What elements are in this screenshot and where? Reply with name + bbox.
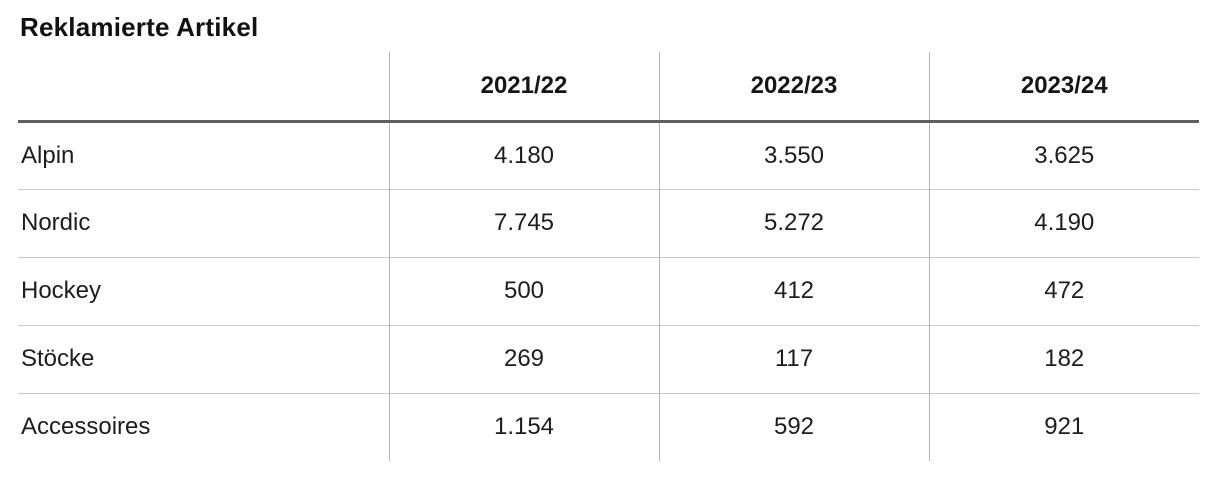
value-cell: 4.180 (388, 121, 659, 189)
value-cell: 500 (388, 257, 659, 325)
value-cell: 3.625 (928, 121, 1199, 189)
value-cell: 4.190 (928, 189, 1199, 257)
column-header-2023-24: 2023/24 (928, 52, 1199, 123)
value-cell: 3.550 (658, 121, 929, 189)
row-label: Alpin (21, 141, 75, 169)
column-header-2022-23: 2022/23 (658, 52, 929, 123)
value-cell: 1.154 (388, 393, 659, 461)
row-label: Accessoires (21, 413, 151, 441)
value-cell: 182 (928, 325, 1199, 393)
value-cell: 921 (928, 393, 1199, 461)
value-cell: 117 (658, 325, 929, 393)
value-cell: 7.745 (388, 189, 659, 257)
value-cell: 472 (928, 257, 1199, 325)
table-row-accessoires: Accessoires 1.154 592 921 (18, 393, 1199, 461)
table-row-alpin: Alpin 4.180 3.550 3.625 (18, 121, 1199, 189)
value-cell: 5.272 (658, 189, 929, 257)
header-row: 2021/22 2022/23 2023/24 (18, 52, 1199, 123)
table-row-hockey: Hockey 500 412 472 (18, 257, 1199, 325)
value-cell: 592 (658, 393, 929, 461)
table-header: 2021/22 2022/23 2023/24 (18, 52, 1199, 123)
value-cell: 412 (658, 257, 929, 325)
row-label: Hockey (21, 277, 102, 304)
page: Reklamierte Artikel 2021/22 2022/23 2023… (18, 12, 1199, 461)
table-row-nordic: Nordic 7.745 5.272 4.190 (18, 189, 1199, 257)
page-title: Reklamierte Artikel (20, 12, 259, 42)
column-header-2021-22: 2021/22 (388, 52, 659, 123)
row-label: Nordic (21, 209, 91, 236)
table-row-stoecke: Stöcke 269 117 182 (18, 325, 1199, 393)
table-body: Alpin 4.180 3.550 3.625 Nordic 7.745 5.2… (18, 121, 1199, 461)
corner-cell (18, 52, 389, 123)
complaints-table: 2021/22 2022/23 2023/24 Alpin 4.180 3.55… (18, 52, 1199, 461)
value-cell: 269 (388, 325, 659, 393)
row-label: Stöcke (21, 345, 95, 372)
